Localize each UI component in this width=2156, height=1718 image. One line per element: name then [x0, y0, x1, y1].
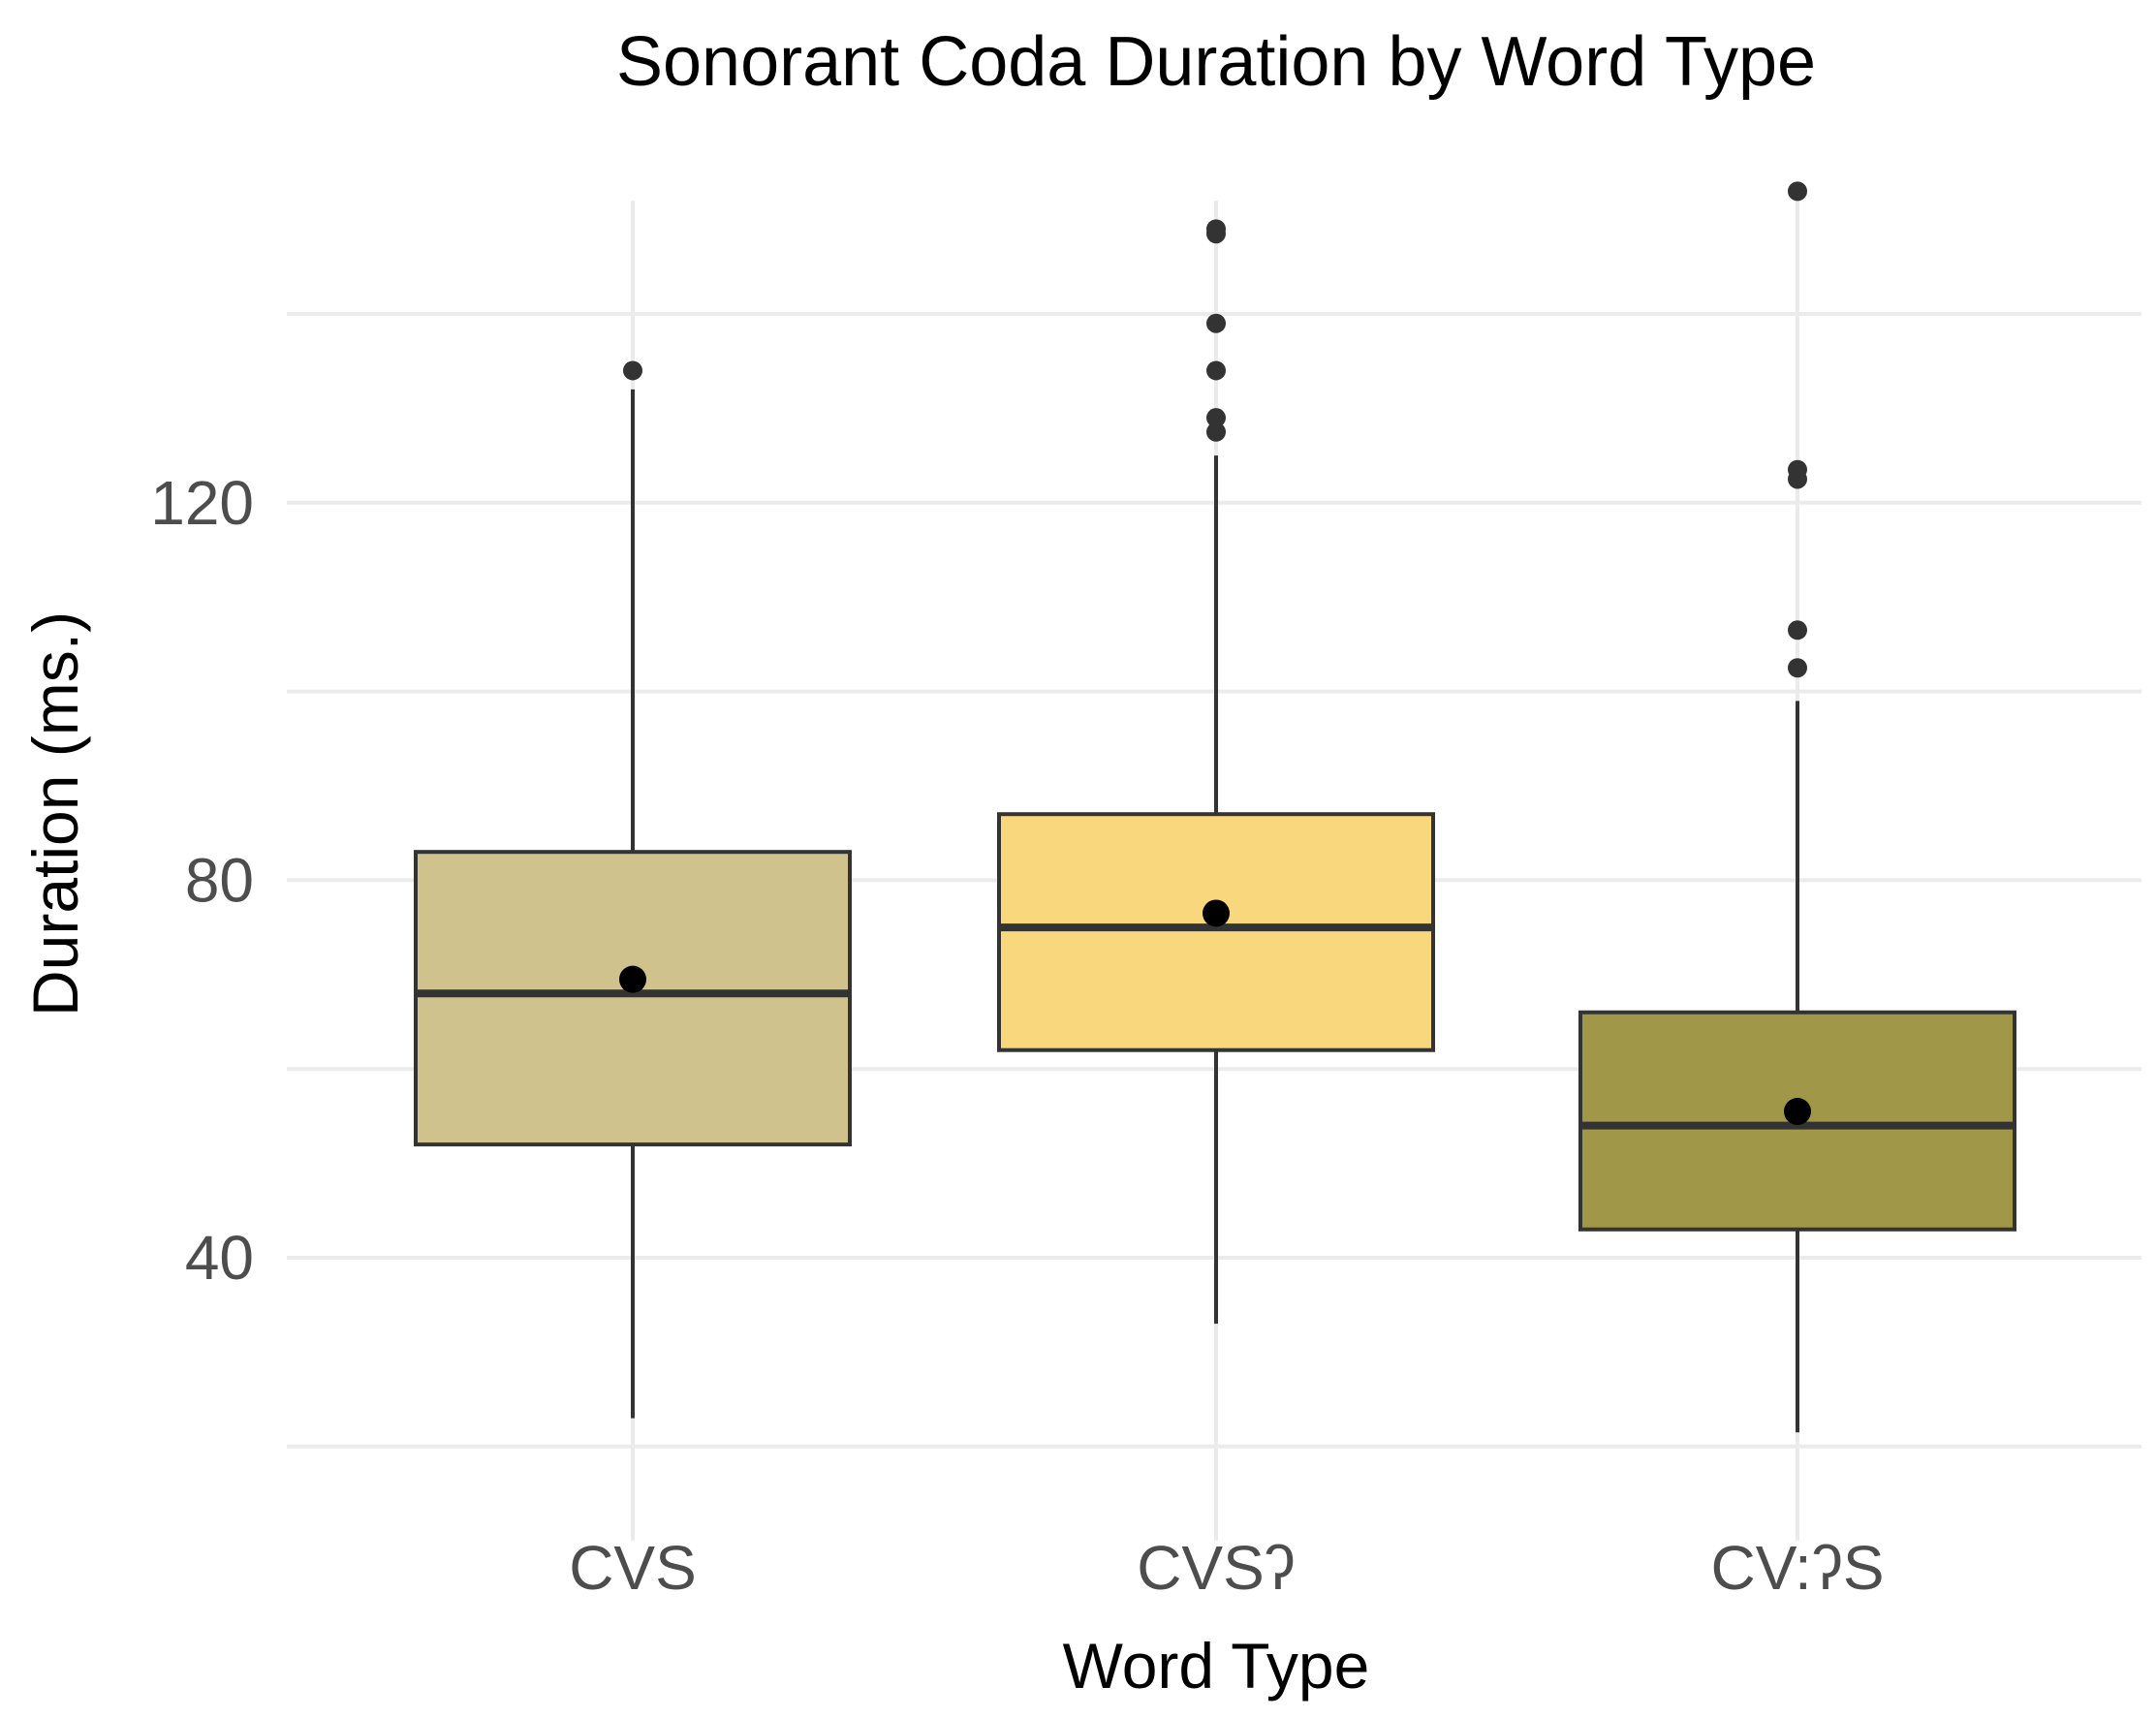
y-axis-title: Duration (ms.): [19, 611, 91, 1016]
iqr-box: [414, 850, 852, 1147]
box-group: [997, 219, 1435, 1325]
y-axis-ticks: 40 80 120: [150, 468, 254, 1293]
box-group: [414, 360, 852, 1419]
chart-title: Sonorant Coda Duration by Word Type: [616, 23, 1816, 101]
outlier-point: [1788, 181, 1807, 202]
mean-point: [619, 965, 646, 993]
outlier-point: [1206, 360, 1226, 381]
box-group: [1578, 181, 2016, 1433]
iqr-box: [997, 812, 1435, 1052]
box-series: [414, 181, 2016, 1433]
x-tick-label: CVS: [569, 1533, 697, 1603]
x-tick-label: CVSʔ: [1137, 1533, 1296, 1603]
x-axis-title: Word Type: [1063, 1630, 1370, 1702]
x-axis-ticks: CVS CVSʔ CV:ʔS: [569, 1533, 1884, 1603]
outlier-point: [1788, 658, 1807, 678]
outlier-point: [1788, 459, 1807, 480]
y-tick-label: 40: [185, 1223, 254, 1293]
outlier-point: [1788, 620, 1807, 640]
x-tick-label: CV:ʔS: [1711, 1533, 1885, 1603]
outlier-point: [623, 360, 642, 381]
mean-point: [1203, 899, 1230, 927]
outlier-point: [1206, 422, 1226, 442]
outlier-point: [1206, 408, 1226, 428]
y-tick-label: 120: [150, 468, 254, 538]
mean-point: [1784, 1098, 1811, 1126]
y-tick-label: 80: [185, 845, 254, 915]
outlier-point: [1206, 219, 1226, 239]
outlier-point: [1206, 313, 1226, 333]
